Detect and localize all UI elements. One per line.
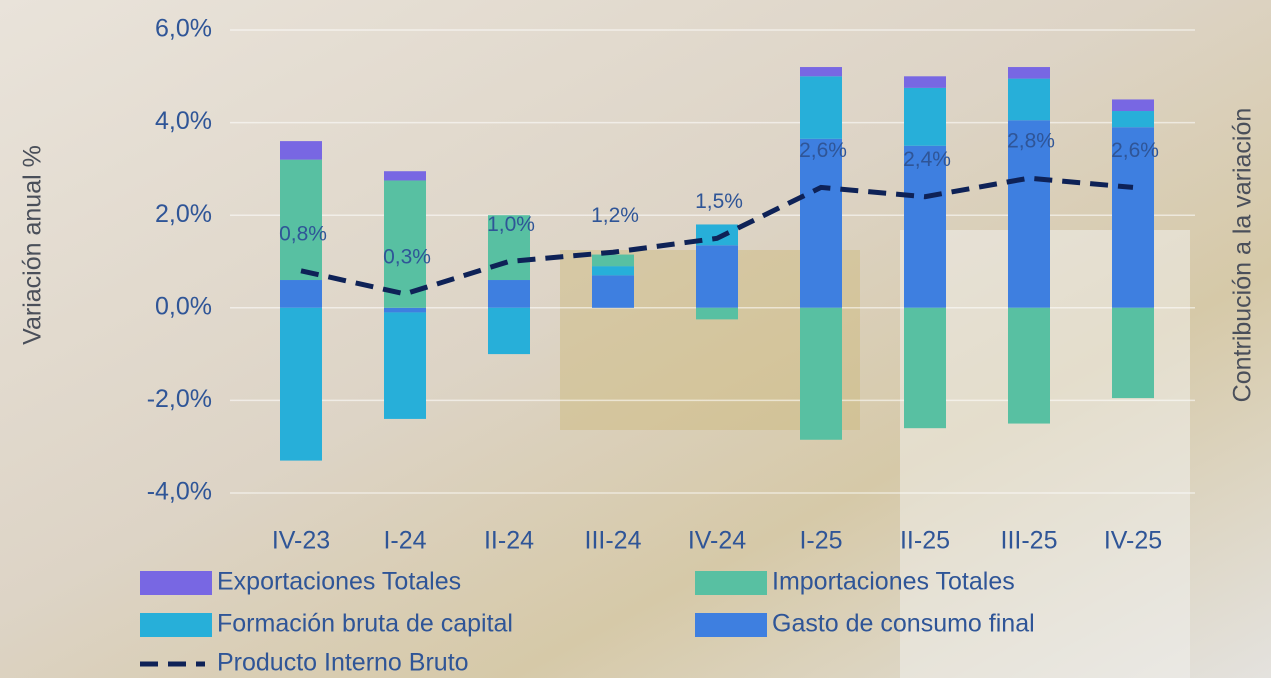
y-axis-title: Variación anual %: [19, 145, 47, 345]
legend-swatch: [140, 571, 212, 595]
legend-swatch: [695, 571, 767, 595]
data-label: 2,8%: [1007, 130, 1055, 153]
bar-segment: [592, 266, 634, 276]
bar-segment: [488, 280, 530, 308]
bar-segment: [696, 224, 738, 246]
data-label: 1,2%: [591, 204, 639, 227]
bar-segment: [800, 76, 842, 139]
bar-segment: [800, 307, 842, 440]
data-label: 2,6%: [799, 139, 847, 162]
y-tick-label: 0,0%: [155, 292, 212, 320]
bar-segment: [488, 307, 530, 355]
legend-swatch: [695, 613, 767, 637]
bar-segment: [1112, 99, 1154, 112]
bar-segment: [904, 307, 946, 429]
bar-segment: [384, 171, 426, 181]
x-tick-label: IV-24: [688, 527, 746, 555]
bar-segment: [696, 245, 738, 308]
legend-label: Gasto de consumo final: [772, 610, 1035, 638]
x-tick-label: III-24: [585, 527, 642, 555]
bar-segment: [384, 307, 426, 313]
data-label: 1,0%: [487, 213, 535, 236]
bar-segment: [280, 307, 322, 461]
data-label: 2,4%: [903, 148, 951, 171]
bar-segment: [1008, 120, 1050, 308]
data-label: 0,3%: [383, 245, 431, 268]
x-tick-label: I-24: [383, 527, 426, 555]
legend-swatch: [140, 613, 212, 637]
y-tick-label: 4,0%: [155, 107, 212, 135]
bar-segment: [904, 87, 946, 146]
bar-segment: [1008, 67, 1050, 79]
x-tick-label: II-25: [900, 527, 950, 555]
legend-label: Exportaciones Totales: [217, 568, 461, 596]
bar-segment: [384, 312, 426, 419]
bar-segment: [1112, 127, 1154, 308]
bar-segment: [904, 145, 946, 308]
bar-segment: [384, 180, 426, 308]
legend-label: Producto Interno Bruto: [217, 649, 469, 677]
bar-segment: [280, 141, 322, 160]
line: [300, 175, 1134, 297]
bar-segment: [1008, 78, 1050, 121]
bar-segment: [488, 215, 530, 281]
bar-segment: [696, 307, 738, 320]
y-tick-label: 2,0%: [155, 200, 212, 228]
bar-segment: [904, 76, 946, 88]
bar-segment: [800, 67, 842, 77]
y-tick-label: 6,0%: [155, 15, 212, 43]
bar-segment: [1008, 307, 1050, 424]
y-tick-label: -4,0%: [147, 478, 212, 506]
bar-segment: [800, 138, 842, 308]
x-tick-label: III-25: [1001, 527, 1058, 555]
legend-label: Importaciones Totales: [772, 568, 1015, 596]
bar-segment: [592, 275, 634, 308]
data-label: 2,6%: [1111, 139, 1159, 162]
x-tick-label: I-25: [799, 527, 842, 555]
data-label: 1,5%: [695, 190, 743, 213]
bar-segment: [280, 280, 322, 308]
bar-segment: [1112, 111, 1154, 128]
x-tick-label: IV-25: [1104, 527, 1162, 555]
x-tick-label: IV-23: [272, 527, 330, 555]
bar-segment: [280, 159, 322, 281]
data-label: 0,8%: [279, 222, 327, 245]
y-tick-label: -2,0%: [147, 385, 212, 413]
x-tick-label: II-24: [484, 527, 534, 555]
bar-segment: [1112, 307, 1154, 399]
y2-axis-title: Contribución a la variación: [1229, 108, 1257, 403]
bar-segment: [592, 254, 634, 267]
legend-label: Formación bruta de capital: [217, 610, 513, 638]
